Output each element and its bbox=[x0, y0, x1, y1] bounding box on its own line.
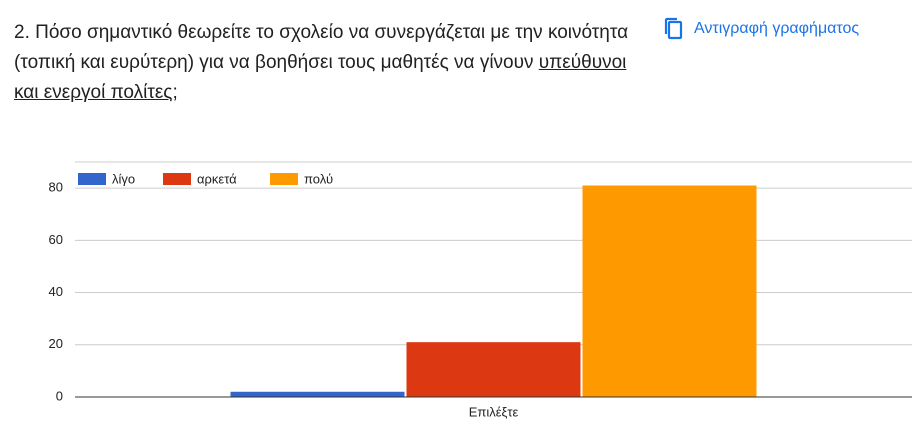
question-title: 2. Πόσο σημαντικό θεωρείτε το σχολείο να… bbox=[14, 18, 654, 108]
legend-swatch bbox=[163, 173, 191, 185]
legend-label: λίγο bbox=[112, 171, 135, 186]
legend-swatch bbox=[78, 173, 106, 185]
bar bbox=[230, 391, 405, 397]
copy-label: Αντιγραφή γραφήματος bbox=[694, 20, 860, 37]
y-tick-label: 20 bbox=[49, 336, 63, 351]
copy-chart-button[interactable]: Αντιγραφή γραφήματος bbox=[664, 14, 859, 44]
legend-label: αρκετά bbox=[197, 171, 237, 186]
y-tick-label: 40 bbox=[49, 284, 63, 299]
y-tick-label: 80 bbox=[49, 180, 63, 195]
legend-label: πολύ bbox=[304, 171, 333, 186]
copy-icon bbox=[664, 17, 683, 40]
bar bbox=[582, 185, 757, 397]
x-tick-label: Επιλέξτε bbox=[469, 404, 519, 419]
title-text: 2. Πόσο σημαντικό θεωρείτε το σχολείο να… bbox=[14, 22, 629, 73]
title-underlined: υπεύθυνοι και ενεργοί πολίτες bbox=[14, 52, 627, 103]
title-text: ; bbox=[172, 82, 178, 103]
y-tick-label: 0 bbox=[56, 388, 63, 403]
y-tick-label: 60 bbox=[49, 232, 63, 247]
legend-swatch bbox=[270, 173, 298, 185]
bar bbox=[406, 342, 581, 397]
